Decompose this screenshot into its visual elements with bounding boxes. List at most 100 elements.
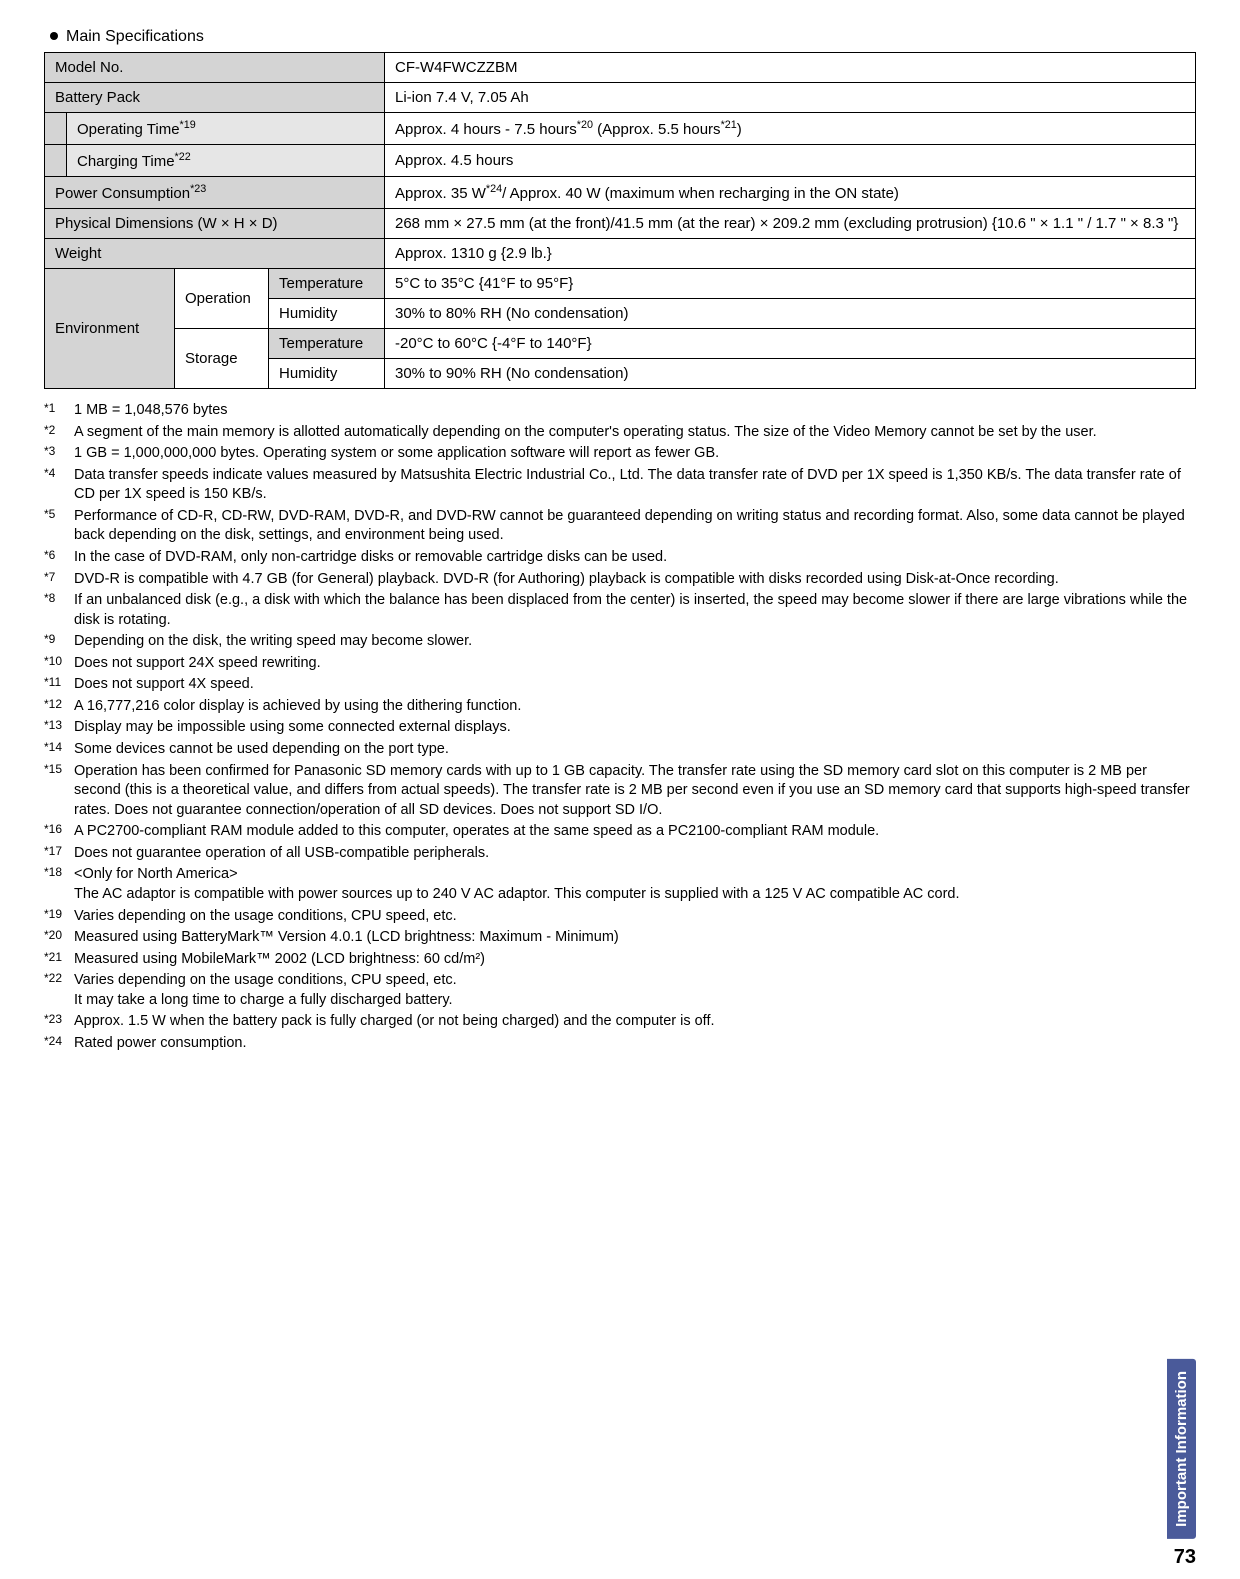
footnote-text: In the case of DVD-RAM, only non-cartrid…	[74, 548, 1196, 568]
row-value: Approx. 4 hours - 7.5 hours*20 (Approx. …	[385, 113, 1196, 145]
footnote-text: Rated power consumption.	[74, 1034, 1196, 1054]
footnote-text: DVD-R is compatible with 4.7 GB (for Gen…	[74, 570, 1196, 590]
footnote-text: Some devices cannot be used depending on…	[74, 740, 1196, 760]
footnote-row: *11Does not support 4X speed.	[44, 675, 1196, 695]
footnote-row: *22Varies depending on the usage conditi…	[44, 971, 1196, 1010]
footnote-marker: *13	[44, 717, 74, 737]
footnote-text: Display may be impossible using some con…	[74, 718, 1196, 738]
row-label: Weight	[45, 239, 385, 269]
row-subsublabel: Humidity	[269, 299, 385, 329]
table-row: Battery Pack Li-ion 7.4 V, 7.05 Ah	[45, 83, 1196, 113]
footnote-text: A segment of the main memory is allotted…	[74, 423, 1196, 443]
footnote-row: *4Data transfer speeds indicate values m…	[44, 466, 1196, 505]
page-number: 73	[1174, 1546, 1196, 1569]
footnote-row: *19Varies depending on the usage conditi…	[44, 907, 1196, 927]
footnote-marker: *1	[44, 400, 74, 420]
footnote-row: *24Rated power consumption.	[44, 1034, 1196, 1054]
table-row: Physical Dimensions (W × H × D) 268 mm ×…	[45, 209, 1196, 239]
footnote-text: Does not support 24X speed rewriting.	[74, 654, 1196, 674]
row-label: Power Consumption*23	[45, 177, 385, 209]
row-sublabel: Storage	[175, 329, 269, 389]
table-row: Charging Time*22 Approx. 4.5 hours	[45, 145, 1196, 177]
footnote-marker: *5	[44, 506, 74, 545]
table-row: Weight Approx. 1310 g {2.9 lb.}	[45, 239, 1196, 269]
footnote-marker: *3	[44, 443, 74, 463]
footnote-row: *23Approx. 1.5 W when the battery pack i…	[44, 1012, 1196, 1032]
footnote-row: *17Does not guarantee operation of all U…	[44, 844, 1196, 864]
footnote-marker: *6	[44, 547, 74, 567]
side-tab: Important Information	[1167, 1359, 1196, 1539]
row-value: Approx. 1310 g {2.9 lb.}	[385, 239, 1196, 269]
footnote-row: *11 MB = 1,048,576 bytes	[44, 401, 1196, 421]
footnote-text: Varies depending on the usage conditions…	[74, 971, 1196, 1010]
footnote-row: *31 GB = 1,000,000,000 bytes. Operating …	[44, 444, 1196, 464]
footnote-marker: *10	[44, 653, 74, 673]
footnote-row: *7DVD-R is compatible with 4.7 GB (for G…	[44, 570, 1196, 590]
table-row: Environment Operation Temperature 5°C to…	[45, 269, 1196, 299]
spec-table: Model No. CF-W4FWCZZBM Battery Pack Li-i…	[44, 52, 1196, 389]
row-value: 30% to 80% RH (No condensation)	[385, 299, 1196, 329]
footnote-marker: *15	[44, 761, 74, 820]
footnote-row: *15Operation has been confirmed for Pana…	[44, 762, 1196, 821]
footnote-text: If an unbalanced disk (e.g., a disk with…	[74, 591, 1196, 630]
row-value: CF-W4FWCZZBM	[385, 53, 1196, 83]
row-subsublabel: Temperature	[269, 269, 385, 299]
row-sublabel: Operation	[175, 269, 269, 329]
row-label: Physical Dimensions (W × H × D)	[45, 209, 385, 239]
footnote-marker: *22	[44, 970, 74, 1009]
footnote-row: *14Some devices cannot be used depending…	[44, 740, 1196, 760]
footnote-text: Operation has been confirmed for Panason…	[74, 762, 1196, 821]
footnote-text: Data transfer speeds indicate values mea…	[74, 466, 1196, 505]
footnote-text: 1 MB = 1,048,576 bytes	[74, 401, 1196, 421]
footnote-marker: *23	[44, 1011, 74, 1031]
footnote-text: Does not guarantee operation of all USB-…	[74, 844, 1196, 864]
footnote-text: Performance of CD-R, CD-RW, DVD-RAM, DVD…	[74, 507, 1196, 546]
section-title-text: Main Specifications	[66, 28, 204, 45]
table-row: Power Consumption*23 Approx. 35 W*24/ Ap…	[45, 177, 1196, 209]
footnote-marker: *12	[44, 696, 74, 716]
footnote-marker: *9	[44, 631, 74, 651]
row-value: Approx. 35 W*24/ Approx. 40 W (maximum w…	[385, 177, 1196, 209]
footnote-row: *18<Only for North America> The AC adapt…	[44, 865, 1196, 904]
footnote-marker: *7	[44, 569, 74, 589]
row-value: 5°C to 35°C {41°F to 95°F}	[385, 269, 1196, 299]
footnote-marker: *16	[44, 821, 74, 841]
indent-cell	[45, 145, 67, 177]
footnote-row: *9Depending on the disk, the writing spe…	[44, 632, 1196, 652]
footnotes: *11 MB = 1,048,576 bytes*2A segment of t…	[44, 401, 1196, 1053]
footnote-text: Does not support 4X speed.	[74, 675, 1196, 695]
footnote-row: *16A PC2700-compliant RAM module added t…	[44, 822, 1196, 842]
table-row: Operating Time*19 Approx. 4 hours - 7.5 …	[45, 113, 1196, 145]
footnote-text: Depending on the disk, the writing speed…	[74, 632, 1196, 652]
row-value: Approx. 4.5 hours	[385, 145, 1196, 177]
section-title: Main Specifications	[50, 28, 1196, 46]
row-value: -20°C to 60°C {-4°F to 140°F}	[385, 329, 1196, 359]
row-label: Operating Time*19	[67, 113, 385, 145]
footnote-text: Approx. 1.5 W when the battery pack is f…	[74, 1012, 1196, 1032]
footnote-marker: *17	[44, 843, 74, 863]
footnote-text: 1 GB = 1,000,000,000 bytes. Operating sy…	[74, 444, 1196, 464]
footnote-row: *21Measured using MobileMark™ 2002 (LCD …	[44, 950, 1196, 970]
row-label: Battery Pack	[45, 83, 385, 113]
footnote-row: *5Performance of CD-R, CD-RW, DVD-RAM, D…	[44, 507, 1196, 546]
row-label: Charging Time*22	[67, 145, 385, 177]
footnote-row: *13Display may be impossible using some …	[44, 718, 1196, 738]
footnote-text: Measured using BatteryMark™ Version 4.0.…	[74, 928, 1196, 948]
footnote-marker: *21	[44, 949, 74, 969]
footnote-row: *6In the case of DVD-RAM, only non-cartr…	[44, 548, 1196, 568]
row-value: Li-ion 7.4 V, 7.05 Ah	[385, 83, 1196, 113]
footnote-row: *10Does not support 24X speed rewriting.	[44, 654, 1196, 674]
row-value: 268 mm × 27.5 mm (at the front)/41.5 mm …	[385, 209, 1196, 239]
footnote-marker: *14	[44, 739, 74, 759]
footnote-marker: *24	[44, 1033, 74, 1053]
footnote-text: Varies depending on the usage conditions…	[74, 907, 1196, 927]
footnote-text: A 16,777,216 color display is achieved b…	[74, 697, 1196, 717]
footnote-text: Measured using MobileMark™ 2002 (LCD bri…	[74, 950, 1196, 970]
row-subsublabel: Humidity	[269, 359, 385, 389]
row-label: Model No.	[45, 53, 385, 83]
footnote-marker: *4	[44, 465, 74, 504]
indent-cell	[45, 113, 67, 145]
table-row: Model No. CF-W4FWCZZBM	[45, 53, 1196, 83]
footnote-row: *8If an unbalanced disk (e.g., a disk wi…	[44, 591, 1196, 630]
footnote-marker: *11	[44, 674, 74, 694]
